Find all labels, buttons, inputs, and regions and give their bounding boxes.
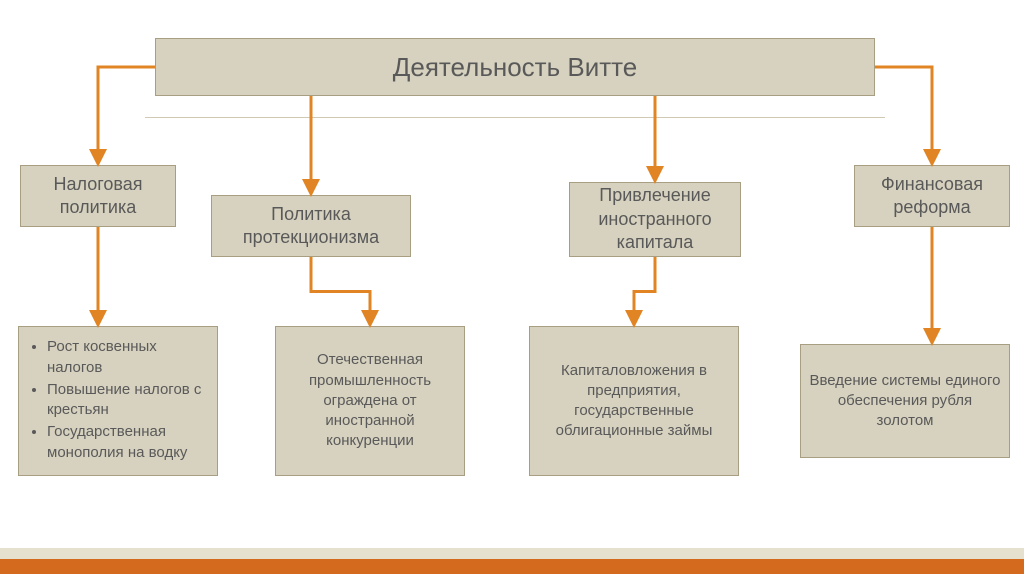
heading-tax: Налоговая политика — [20, 165, 176, 227]
detail-protectionism: Отечественная промышленность ограждена о… — [275, 326, 465, 476]
heading-tax-text: Налоговая политика — [29, 173, 167, 220]
detail-finance-text: Введение системы единого обеспечения руб… — [809, 371, 1001, 432]
detail-foreign-text: Капиталовложения в предприятия, государс… — [538, 361, 730, 442]
detail-tax-list: Рост косвенных налогов Повышение налогов… — [27, 337, 209, 465]
footer-top-bar — [0, 548, 1024, 559]
detail-protectionism-text: Отечественная промышленность ограждена о… — [284, 350, 456, 451]
detail-tax-item: Государственная монополия на водку — [47, 422, 209, 463]
detail-tax-item: Повышение налогов с крестьян — [47, 380, 209, 421]
heading-foreign: Привлечение иностранного капитала — [569, 182, 741, 257]
heading-protectionism: Политика протекционизма — [211, 195, 411, 257]
detail-tax: Рост косвенных налогов Повышение налогов… — [18, 326, 218, 476]
detail-finance: Введение системы единого обеспечения руб… — [800, 344, 1010, 458]
heading-protectionism-text: Политика протекционизма — [220, 203, 402, 250]
title-text: Деятельность Витте — [393, 52, 637, 83]
heading-foreign-text: Привлечение иностранного капитала — [578, 184, 732, 254]
heading-finance-text: Финансовая реформа — [863, 173, 1001, 220]
footer-bottom-bar — [0, 559, 1024, 574]
title-box: Деятельность Витте — [155, 38, 875, 96]
detail-foreign: Капиталовложения в предприятия, государс… — [529, 326, 739, 476]
heading-finance: Финансовая реформа — [854, 165, 1010, 227]
title-underline — [145, 117, 885, 118]
detail-tax-item: Рост косвенных налогов — [47, 337, 209, 378]
